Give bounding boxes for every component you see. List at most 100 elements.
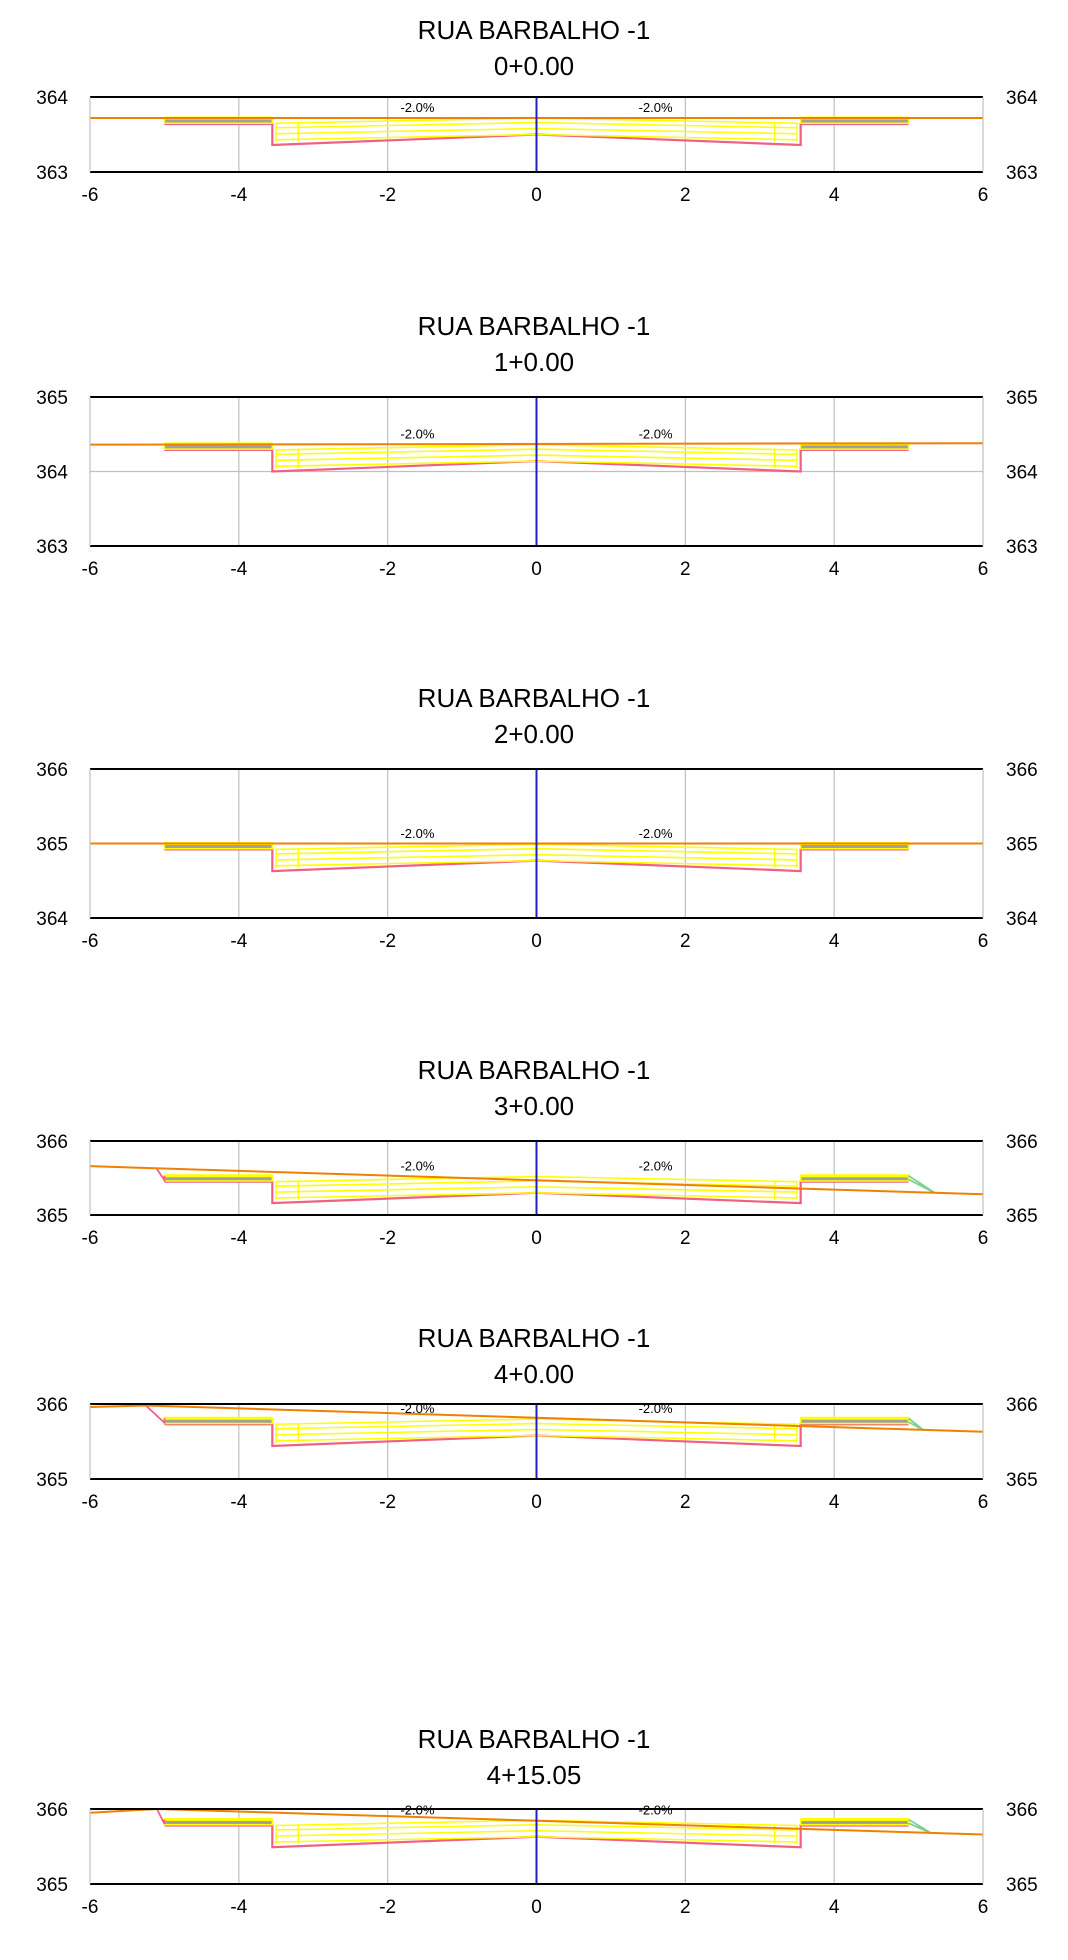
x-tick-label: 2 xyxy=(680,1492,691,1513)
x-tick-label: -2 xyxy=(379,1492,396,1513)
x-tick-label: 0 xyxy=(531,185,542,206)
y-tick-label-left: 366 xyxy=(36,760,68,781)
x-tick-label: 4 xyxy=(829,559,840,580)
x-tick-label: -6 xyxy=(82,185,99,206)
y-tick-label-right: 363 xyxy=(1006,537,1038,558)
slope-label: -2.0% xyxy=(400,427,434,442)
x-tick-label: -4 xyxy=(230,931,247,952)
x-tick-label: 6 xyxy=(978,1897,989,1918)
cross-section-plot: -2.0% -2.0% -6 -4 -2 0 2 4 6 365 365 366 366 xyxy=(36,1132,1038,1249)
x-tick-label: 6 xyxy=(978,931,989,952)
y-tick-label-right: 366 xyxy=(1006,760,1038,781)
chart-title: RUA BARBALHO -1 xyxy=(417,311,651,341)
y-tick-label-left: 364 xyxy=(36,463,68,484)
station-label: 3+0.00 xyxy=(493,1091,575,1121)
y-tick-label-right: 365 xyxy=(1006,388,1038,409)
chart-title: RUA BARBALHO -1 xyxy=(417,1323,651,1353)
slope-label: -2.0% xyxy=(400,1159,434,1174)
y-tick-label-right: 365 xyxy=(1006,1470,1038,1491)
x-tick-label: -6 xyxy=(82,1492,99,1513)
y-tick-label-right: 366 xyxy=(1006,1800,1038,1821)
x-tick-label: 0 xyxy=(531,931,542,952)
y-tick-label-left: 366 xyxy=(36,1395,68,1416)
y-tick-label-left: 363 xyxy=(36,537,68,558)
left-side-slope xyxy=(145,1404,166,1425)
station-label: 4+15.05 xyxy=(486,1760,582,1790)
x-tick-label: -6 xyxy=(82,1228,99,1249)
chart-title: RUA BARBALHO -1 xyxy=(417,15,651,45)
x-tick-label: 2 xyxy=(680,1897,691,1918)
chart-title: RUA BARBALHO -1 xyxy=(417,1055,651,1085)
x-tick-label: -2 xyxy=(379,1228,396,1249)
y-tick-label-left: 365 xyxy=(36,1206,68,1227)
y-tick-label-left: 365 xyxy=(36,1875,68,1896)
x-tick-label: 0 xyxy=(531,1228,542,1249)
x-tick-label: 0 xyxy=(531,1897,542,1918)
x-tick-label: 2 xyxy=(680,1228,691,1249)
slope-label: -2.0% xyxy=(639,427,673,442)
y-tick-label-right: 364 xyxy=(1006,463,1038,484)
y-tick-label-right: 364 xyxy=(1006,909,1038,930)
x-tick-label: 2 xyxy=(680,931,691,952)
x-tick-label: -2 xyxy=(379,185,396,206)
y-tick-label-left: 366 xyxy=(36,1132,68,1153)
x-tick-label: 4 xyxy=(829,1492,840,1513)
left-side-slope xyxy=(156,1168,166,1184)
x-tick-label: -2 xyxy=(379,559,396,580)
slope-label: -2.0% xyxy=(400,100,434,115)
x-tick-label: -4 xyxy=(230,1228,247,1249)
x-tick-label: -6 xyxy=(82,931,99,952)
roadway-section xyxy=(90,116,983,147)
x-tick-label: -4 xyxy=(230,1897,247,1918)
x-tick-label: 4 xyxy=(829,931,840,952)
cross-section-plot: -2.0% -2.0% -6 -4 -2 0 2 4 6 363 363 364 364 xyxy=(36,88,1038,206)
y-tick-label-right: 365 xyxy=(1006,1206,1038,1227)
x-tick-label: 6 xyxy=(978,1492,989,1513)
y-tick-label-right: 363 xyxy=(1006,163,1038,184)
station-label: 0+0.00 xyxy=(493,51,575,81)
slope-label: -2.0% xyxy=(400,826,434,841)
x-tick-label: 2 xyxy=(680,559,691,580)
right-side-slope xyxy=(908,1818,932,1834)
x-tick-label: -4 xyxy=(230,185,247,206)
y-tick-label-left: 365 xyxy=(36,388,68,409)
y-tick-label-right: 366 xyxy=(1006,1132,1038,1153)
x-tick-label: 6 xyxy=(978,1228,989,1249)
cross-section-plot: -2.0% -2.0% -6 -4 -2 0 2 4 6 364 364 365 365 366 366 xyxy=(36,760,1038,952)
slope-label: -2.0% xyxy=(639,826,673,841)
y-tick-label-left: 365 xyxy=(36,1470,68,1491)
existing-ground-line xyxy=(90,1404,983,1433)
chart-title: RUA BARBALHO -1 xyxy=(417,683,651,713)
x-tick-label: -4 xyxy=(230,1492,247,1513)
y-tick-label-right: 364 xyxy=(1006,88,1038,109)
x-tick-label: 0 xyxy=(531,1492,542,1513)
y-tick-label-left: 364 xyxy=(36,909,68,930)
station-label: 4+0.00 xyxy=(493,1359,575,1389)
y-tick-label-left: 365 xyxy=(36,835,68,856)
chart-title: RUA BARBALHO -1 xyxy=(417,1724,651,1754)
y-tick-label-right: 366 xyxy=(1006,1395,1038,1416)
x-tick-label: 2 xyxy=(680,185,691,206)
y-tick-label-right: 365 xyxy=(1006,1875,1038,1896)
y-tick-label-left: 363 xyxy=(36,163,68,184)
x-tick-label: 4 xyxy=(829,1228,840,1249)
x-tick-label: -6 xyxy=(82,559,99,580)
x-tick-label: -2 xyxy=(379,1897,396,1918)
x-tick-label: 6 xyxy=(978,185,989,206)
x-tick-label: -2 xyxy=(379,931,396,952)
x-tick-label: -6 xyxy=(82,1897,99,1918)
x-tick-label: 6 xyxy=(978,559,989,580)
y-tick-label-left: 366 xyxy=(36,1800,68,1821)
x-tick-label: 4 xyxy=(829,185,840,206)
station-label: 2+0.00 xyxy=(493,719,575,749)
station-label: 1+0.00 xyxy=(493,347,575,377)
y-tick-label-left: 364 xyxy=(36,88,68,109)
cross-section-plot: -2.0% -2.0% -6 -4 -2 0 2 4 6 363 363 364 364 365 365 xyxy=(36,388,1038,580)
x-tick-label: 4 xyxy=(829,1897,840,1918)
slope-label: -2.0% xyxy=(639,1159,673,1174)
left-side-slope xyxy=(156,1808,166,1825)
x-tick-label: 0 xyxy=(531,559,542,580)
